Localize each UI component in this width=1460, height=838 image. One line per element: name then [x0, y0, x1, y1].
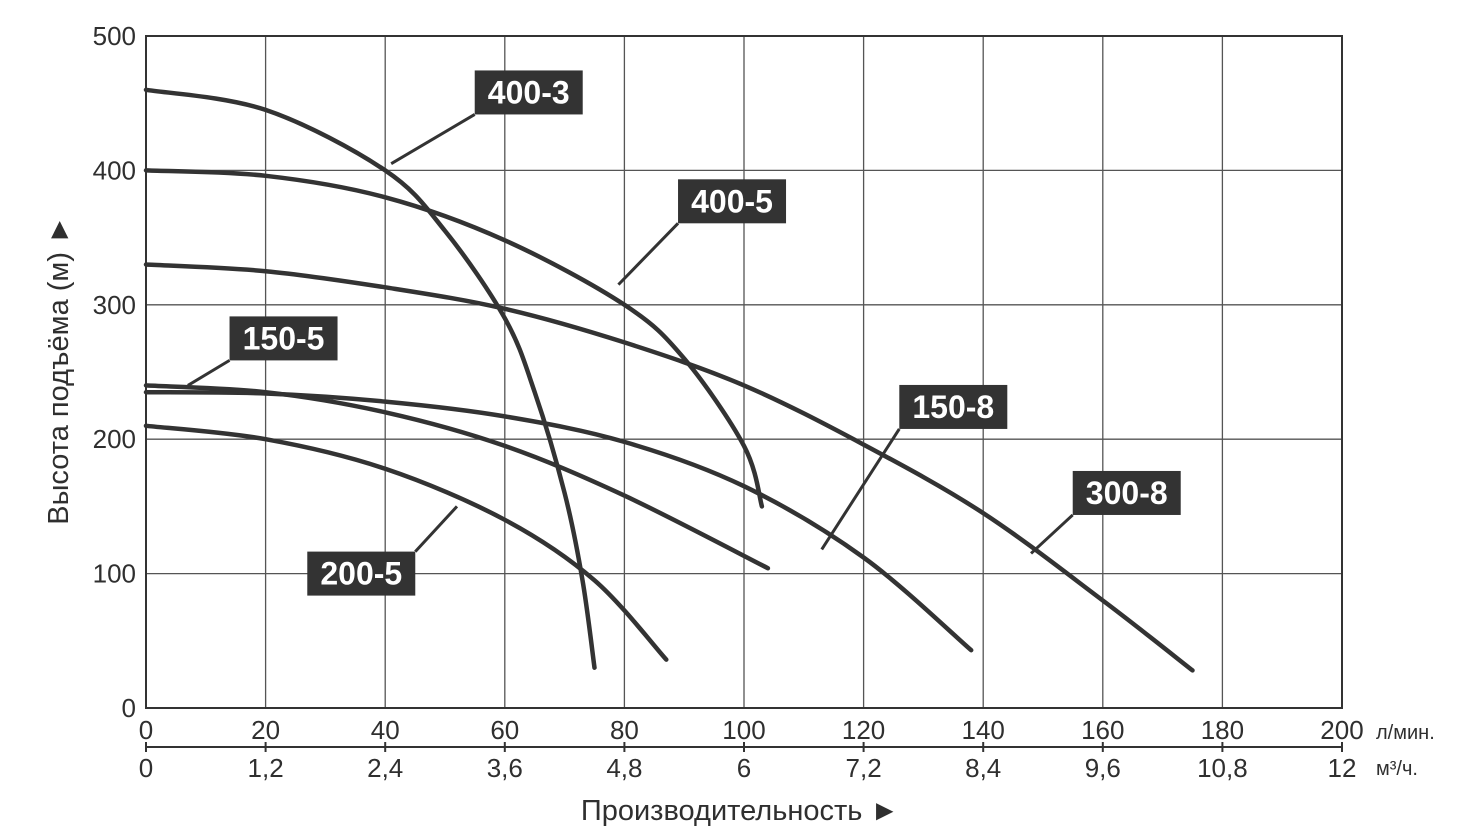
y-tick-label: 500: [93, 21, 136, 51]
leader-line-400-5: [617, 222, 680, 286]
series-label: 400-5: [691, 183, 773, 219]
curve-150-8: [143, 389, 974, 653]
x2-tick-label: 1,2: [248, 753, 284, 783]
x-tick-label: 180: [1201, 715, 1244, 745]
grid: [145, 35, 1343, 709]
series-label: 150-8: [912, 389, 994, 425]
y-tick-label: 0: [122, 693, 136, 723]
x2-tick-label: 12: [1328, 753, 1357, 783]
label-box-400-3: [474, 70, 583, 115]
x-unit-label: л/мин.: [1376, 722, 1435, 744]
x-tick-label: 140: [962, 715, 1005, 745]
curves: [143, 87, 1195, 673]
x-tick-label: 60: [490, 715, 519, 745]
series-label: 200-5: [320, 556, 402, 592]
leader-line-150-8: [820, 428, 901, 551]
x-tick-label: 40: [371, 715, 400, 745]
label-box-150-8: [899, 384, 1008, 429]
label-box-200-5: [307, 551, 416, 596]
x2-tick-label: 3,6: [487, 753, 523, 783]
label-box-400-5: [678, 179, 787, 224]
plot-frame: [145, 35, 1343, 709]
x2-tick-label: 2,4: [367, 753, 403, 783]
series-label: 150-5: [243, 320, 325, 356]
x-tick-label: 200: [1320, 715, 1363, 745]
label-box-150-5: [229, 316, 338, 361]
series-labels: 400-3 400-5 150-5 150-8 300-8 200-5: [187, 70, 1181, 596]
x2-tick-label: 4,8: [606, 753, 642, 783]
curve-300-8: [143, 262, 1195, 673]
x-tick-label: 0: [139, 715, 153, 745]
y-tick-label: 100: [93, 559, 136, 589]
curve-200-5: [143, 423, 669, 662]
x-tick-label: 160: [1081, 715, 1124, 745]
x2-tick-label: 10,8: [1197, 753, 1248, 783]
x2-tick-label: 7,2: [846, 753, 882, 783]
curve-400-5: [143, 168, 765, 509]
x-tick-label: 100: [722, 715, 765, 745]
leader-line-200-5: [414, 505, 459, 553]
x-tick-label: 20: [251, 715, 280, 745]
leader-line-300-8: [1030, 513, 1074, 555]
axis-ticks: 00201,2402,4603,6804,810061207,21408,416…: [93, 21, 1364, 783]
y-tick-label: 300: [93, 290, 136, 320]
series-label: 400-3: [488, 74, 570, 110]
x-tick-label: 120: [842, 715, 885, 745]
label-box-300-8: [1072, 470, 1181, 515]
x-tick-label: 80: [610, 715, 639, 745]
y-axis-title: Высота подъёма (м) ►: [43, 215, 75, 525]
series-label: 300-8: [1086, 475, 1168, 511]
x2-tick-label: 6: [737, 753, 751, 783]
leader-line-400-3: [390, 113, 476, 165]
leader-line-150-5: [187, 359, 231, 387]
x-axis-title: Производительность ►: [581, 795, 899, 827]
y-tick-label: 200: [93, 424, 136, 454]
x2-tick-label: 8,4: [965, 753, 1001, 783]
x2-tick-label: 9,6: [1085, 753, 1121, 783]
x2-unit-label: м³/ч.: [1376, 758, 1418, 780]
x2-tick-label: 0: [139, 753, 153, 783]
y-tick-label: 400: [93, 155, 136, 185]
curve-150-5: [143, 383, 771, 571]
